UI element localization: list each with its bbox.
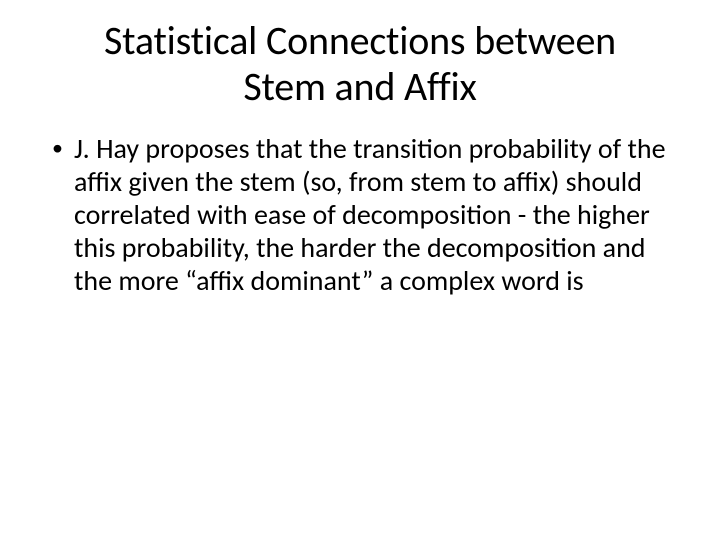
slide: Statistical Connections between Stem and… <box>0 0 720 540</box>
list-item: • J. Hay proposes that the transition pr… <box>48 132 680 297</box>
slide-body: • J. Hay proposes that the transition pr… <box>40 132 680 297</box>
bullet-marker: • <box>48 132 74 164</box>
slide-title: Statistical Connections between Stem and… <box>60 18 660 110</box>
bullet-text: J. Hay proposes that the transition prob… <box>74 132 680 297</box>
